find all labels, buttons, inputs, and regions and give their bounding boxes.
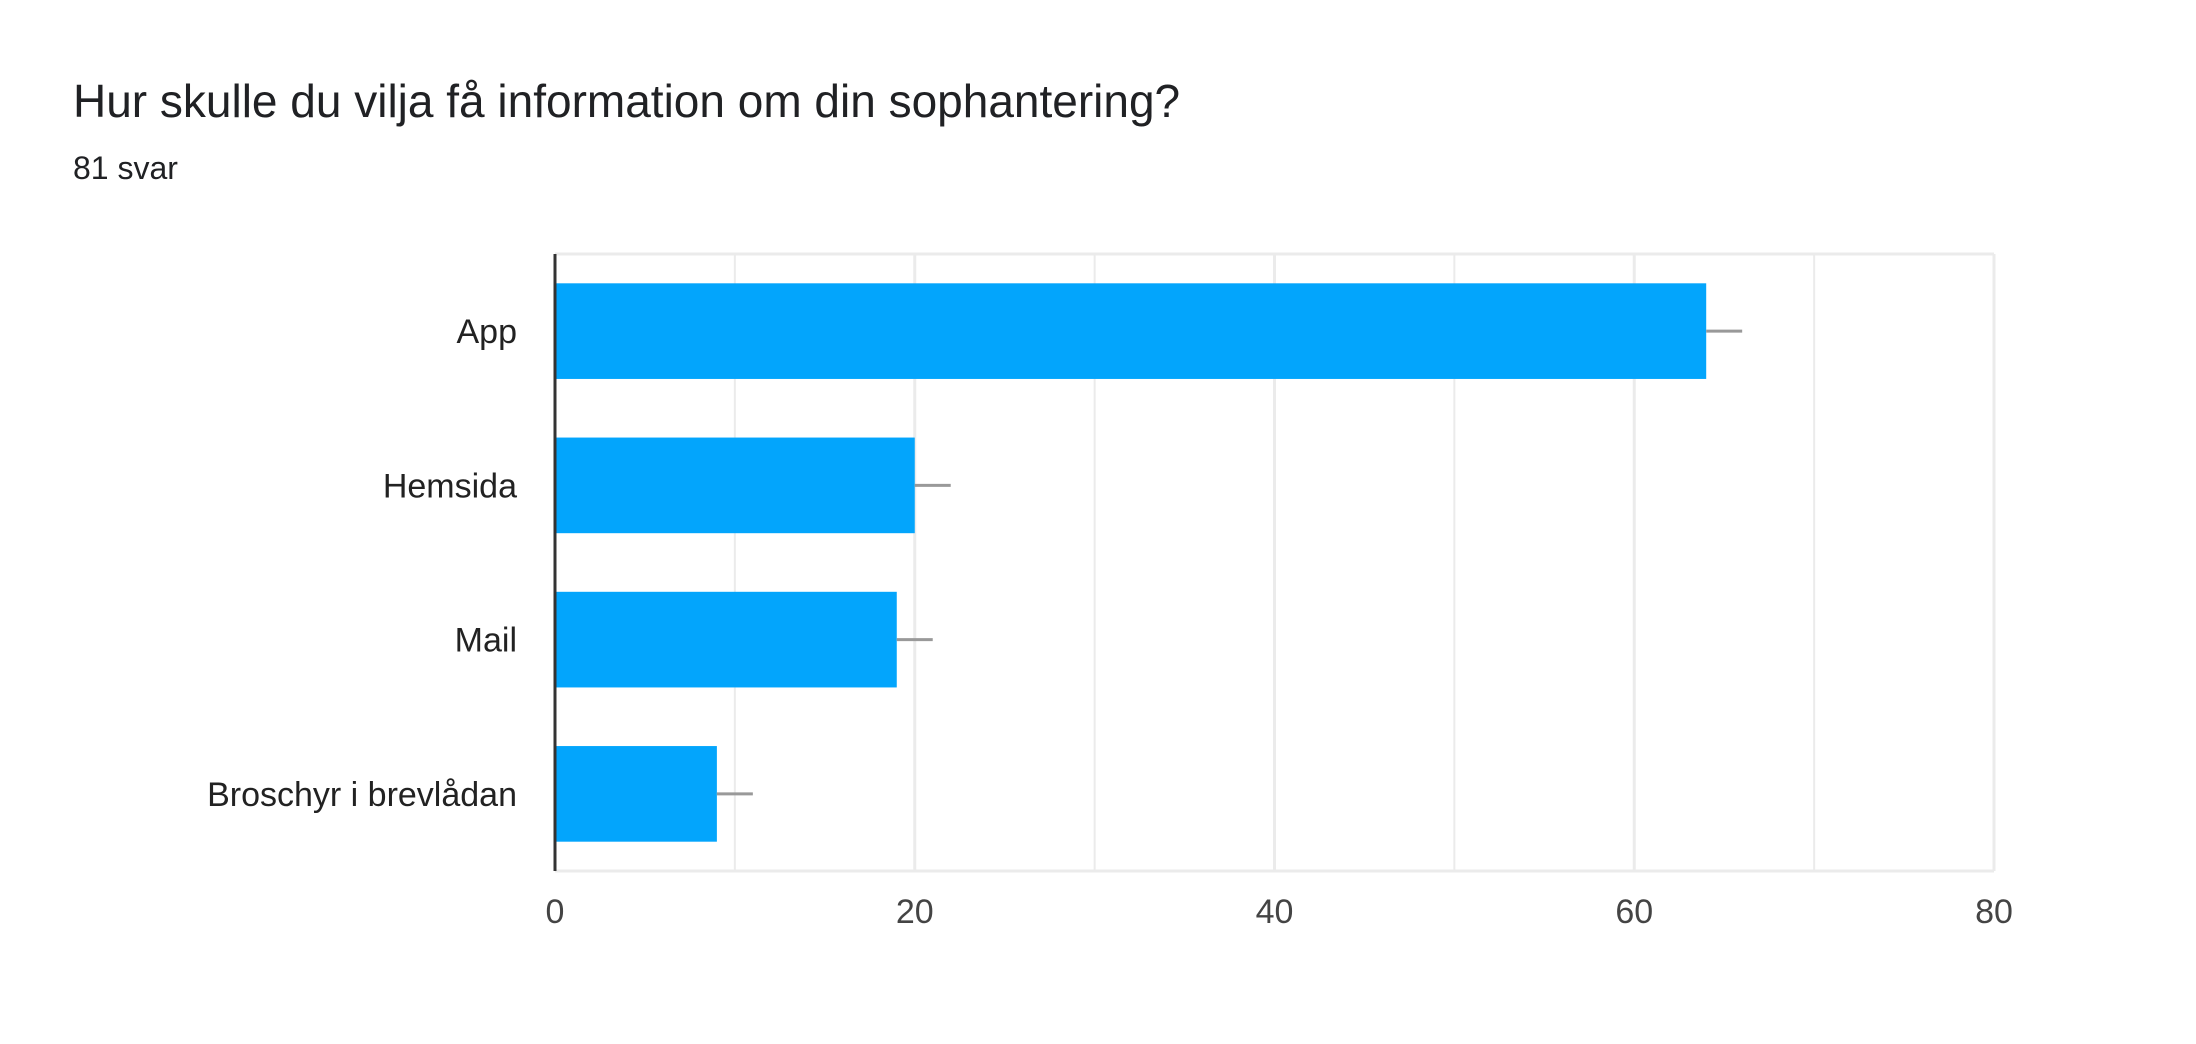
response-count: 81 svar — [73, 150, 178, 186]
x-tick-label: 80 — [1975, 893, 2013, 931]
bars — [555, 283, 1743, 842]
category-label: Mail — [455, 622, 517, 660]
question-title: Hur skulle du vilja få information om di… — [73, 75, 1181, 127]
category-label: App — [457, 313, 518, 351]
bar-hemsida — [555, 437, 915, 534]
x-tick-label: 60 — [1615, 893, 1653, 931]
category-label: Hemsida — [383, 467, 517, 505]
category-label: Broschyr i brevlådan — [207, 776, 517, 814]
x-tick-label: 20 — [896, 893, 934, 931]
bar-broschyr-i-brevl-dan — [555, 746, 717, 842]
x-tick-labels: 0 20 40 60 80 — [546, 893, 2013, 931]
x-tick-label: 0 — [546, 893, 565, 931]
category-labels: App Hemsida Mail Broschyr i brevlådan — [207, 313, 517, 814]
x-tick-label: 40 — [1256, 893, 1294, 931]
bar-app — [555, 283, 1707, 379]
bar-mail — [555, 591, 897, 688]
